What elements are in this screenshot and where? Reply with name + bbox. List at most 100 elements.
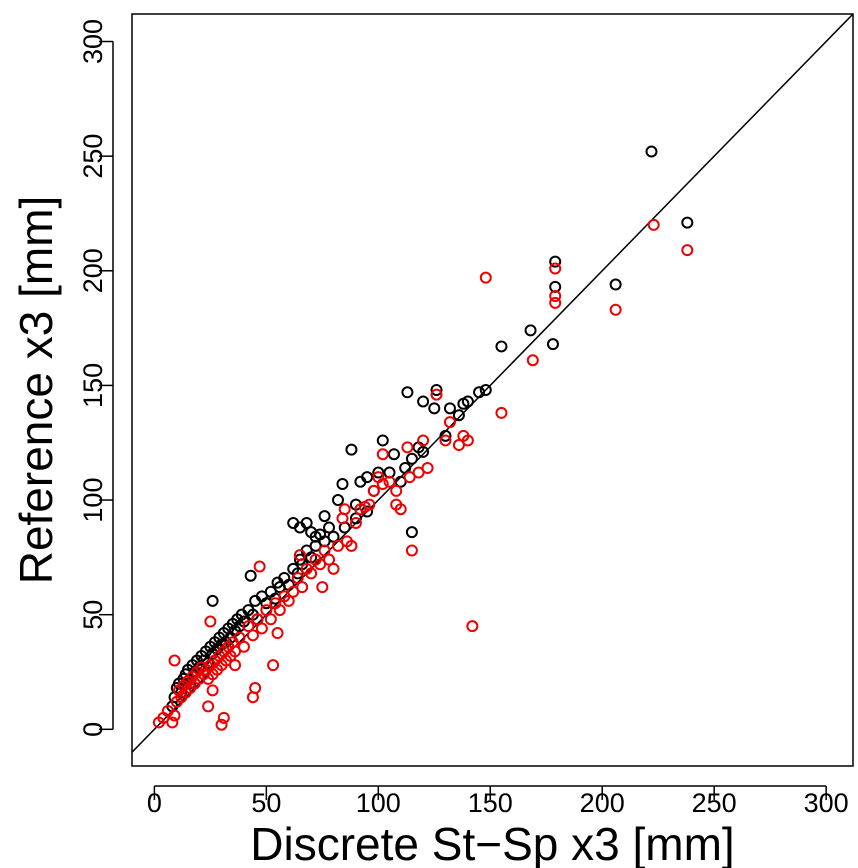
- series-2: [152, 218, 694, 731]
- x-tick-label: 200: [580, 788, 625, 818]
- series-1: [166, 145, 694, 713]
- data-point: [461, 395, 474, 408]
- x-tick-label: 250: [692, 788, 737, 818]
- x-tick-label: 300: [804, 788, 849, 818]
- data-point: [417, 395, 430, 408]
- data-point: [327, 562, 340, 575]
- x-tick-label: 50: [251, 788, 281, 818]
- data-point: [296, 581, 309, 594]
- data-point: [546, 338, 559, 351]
- data-point: [336, 478, 349, 490]
- data-point: [260, 597, 273, 610]
- data-point: [206, 594, 219, 607]
- data-point: [244, 569, 257, 582]
- data-point: [405, 544, 418, 557]
- data-point: [233, 631, 246, 644]
- data-point: [495, 340, 508, 353]
- data-point: [390, 484, 403, 497]
- data-point: [549, 255, 562, 268]
- data-point: [246, 629, 259, 642]
- data-point: [204, 615, 217, 628]
- data-point: [168, 709, 181, 722]
- x-axis-title: Discrete St−Sp x3 [mm]: [250, 818, 734, 868]
- y-tick-label: 0: [78, 722, 108, 737]
- data-point: [332, 539, 344, 552]
- data-point: [267, 659, 280, 672]
- data-point: [549, 262, 562, 275]
- data-point: [345, 443, 358, 456]
- x-tick-label: 0: [147, 788, 162, 818]
- data-point: [318, 510, 331, 523]
- data-point: [349, 516, 362, 529]
- data-point: [421, 461, 434, 474]
- data-point: [287, 585, 300, 598]
- data-point: [253, 560, 266, 573]
- y-tick-label: 300: [78, 19, 108, 64]
- data-point: [461, 434, 474, 447]
- data-point: [412, 466, 425, 479]
- data-point: [249, 682, 262, 695]
- data-point: [215, 718, 228, 731]
- data-point: [273, 604, 286, 617]
- data-point: [166, 716, 179, 729]
- data-point: [372, 466, 385, 479]
- data-point: [242, 620, 255, 633]
- y-tick-label: 150: [78, 363, 108, 408]
- data-point: [524, 324, 537, 337]
- data-point: [271, 627, 284, 640]
- data-point: [318, 544, 331, 557]
- data-point: [202, 700, 215, 713]
- data-point: [383, 475, 396, 488]
- data-point: [305, 567, 318, 580]
- data-point: [367, 484, 380, 497]
- data-point: [473, 386, 486, 399]
- data-point: [260, 604, 273, 617]
- data-point: [495, 406, 508, 419]
- data-point: [293, 549, 306, 562]
- data-point: [549, 290, 562, 302]
- data-point: [184, 677, 197, 690]
- data-point: [645, 145, 658, 158]
- data-point: [430, 384, 443, 396]
- data-point: [549, 296, 562, 309]
- y-tick-label: 100: [78, 478, 108, 523]
- data-point: [264, 613, 277, 626]
- data-point: [316, 581, 329, 594]
- data-point: [327, 530, 340, 543]
- data-point: [251, 613, 264, 626]
- data-point: [466, 620, 479, 633]
- data-point: [526, 354, 539, 367]
- x-tick-label: 150: [468, 788, 513, 818]
- y-axis-title: Reference x3 [mm]: [10, 196, 62, 585]
- data-point: [609, 278, 622, 291]
- data-point: [206, 684, 219, 697]
- data-point: [439, 429, 452, 442]
- data-point: [387, 448, 400, 461]
- data-point: [394, 475, 407, 488]
- data-point: [229, 659, 241, 672]
- data-point: [452, 439, 465, 452]
- plot-frame: [131, 13, 854, 767]
- data-point: [399, 461, 412, 474]
- data-point: [282, 594, 295, 607]
- data-point: [363, 498, 376, 511]
- data-point: [309, 530, 322, 543]
- data-point: [405, 452, 418, 465]
- plot-area: [131, 13, 854, 767]
- data-point: [175, 686, 188, 699]
- data-point: [338, 503, 351, 516]
- data-point: [237, 640, 250, 653]
- y-axis: 0 50 100 150 200 250 300: [78, 19, 114, 737]
- data-point: [647, 218, 660, 231]
- data-point: [401, 386, 414, 399]
- data-point: [681, 244, 694, 257]
- data-point: [403, 471, 416, 484]
- data-point: [291, 567, 304, 580]
- data-point: [217, 711, 230, 724]
- data-point: [609, 303, 622, 316]
- data-point: [376, 448, 389, 461]
- data-point: [376, 478, 389, 490]
- data-point: [323, 553, 336, 566]
- x-tick-label: 100: [356, 788, 401, 818]
